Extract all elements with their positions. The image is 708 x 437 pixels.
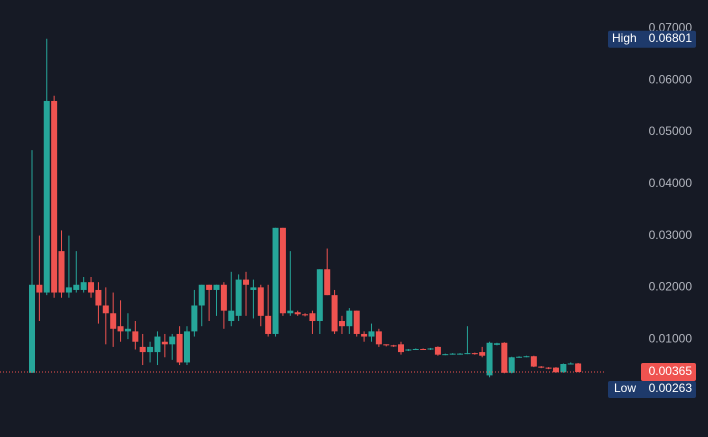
candle-body (464, 353, 471, 355)
candle-body (206, 284, 213, 290)
candle-body (471, 353, 478, 355)
candle-body (58, 251, 65, 293)
high-label: High (612, 31, 637, 45)
candle-body (390, 345, 397, 347)
last-price-box (641, 363, 696, 382)
candle-body (575, 363, 582, 373)
candle-body (338, 321, 345, 327)
candle-body (228, 310, 235, 322)
candle-body (368, 331, 375, 337)
candle-body (501, 342, 508, 373)
candle-body (309, 313, 316, 322)
candle-body (95, 289, 102, 306)
candle-body (235, 279, 242, 316)
candle-body (110, 313, 117, 329)
y-tick-label: 0.05000 (649, 124, 693, 138)
candle-body (65, 287, 72, 293)
candle-body (316, 269, 323, 322)
candle-body (213, 284, 220, 290)
candle-body (493, 343, 500, 345)
candle-body (257, 287, 264, 316)
y-tick-label: 0.02000 (649, 280, 693, 294)
candle-body (346, 310, 353, 327)
high-box (608, 30, 696, 48)
low-label: Low (614, 381, 636, 395)
candle-body (545, 367, 552, 369)
candle-body (198, 284, 205, 306)
candle-body (302, 314, 309, 316)
candle-body (243, 279, 250, 285)
candle-body (530, 356, 537, 367)
candle-body (132, 331, 139, 342)
candle-body (508, 357, 515, 373)
y-tick-label: 0.06000 (649, 72, 693, 86)
y-tick-label: 0.01000 (649, 331, 693, 345)
candle-body (272, 227, 279, 334)
low-value: 0.00263 (649, 381, 693, 395)
candle-body (73, 284, 80, 290)
candle-body (486, 342, 493, 376)
candle-body (375, 331, 382, 345)
last-price-label: 0.00365 (649, 364, 693, 378)
candle-body (147, 346, 154, 353)
candle-body (567, 363, 574, 365)
candle-body (523, 356, 530, 358)
candle-body (43, 100, 50, 293)
candle-body (279, 227, 286, 314)
candle-body (538, 366, 545, 368)
candle-body (139, 346, 146, 353)
candle-body (117, 326, 124, 332)
high-value: 0.06801 (649, 31, 693, 45)
candle-body (176, 333, 183, 363)
candle-body (161, 341, 168, 345)
candle-body (169, 336, 176, 345)
candle-body (124, 328, 131, 332)
candle-body (191, 305, 198, 332)
candle-body (405, 349, 412, 351)
candle-body (361, 333, 368, 337)
candle-body (183, 331, 190, 363)
candle-body (420, 348, 427, 350)
candle-body (353, 310, 360, 334)
candle-body (427, 348, 434, 350)
candle-body (560, 363, 567, 373)
candle-body (398, 344, 404, 353)
candle-body (294, 312, 301, 315)
candle-body (383, 344, 390, 346)
candle-body (457, 353, 464, 355)
low-box (608, 381, 696, 399)
candle-body (250, 287, 257, 290)
candle-body (88, 282, 95, 293)
candle-body (51, 100, 58, 293)
y-tick-label: 0.04000 (649, 176, 693, 190)
candle-body (442, 354, 449, 356)
candle-body (29, 284, 35, 373)
candle-body (449, 353, 456, 355)
y-tick-label: 0.03000 (649, 228, 693, 242)
candle-body (102, 305, 109, 314)
candle-body (80, 282, 87, 290)
candle-body (516, 356, 523, 358)
candle-body (434, 346, 441, 355)
candle-body (287, 310, 294, 314)
candle-body (479, 352, 486, 356)
candle-body (552, 367, 559, 373)
candle-body (324, 269, 331, 296)
candle-body (154, 336, 161, 353)
candle-body (220, 284, 227, 311)
candle-body (331, 295, 338, 332)
candle-body (412, 348, 419, 350)
candle-body (36, 284, 43, 293)
candle-body (265, 315, 272, 334)
